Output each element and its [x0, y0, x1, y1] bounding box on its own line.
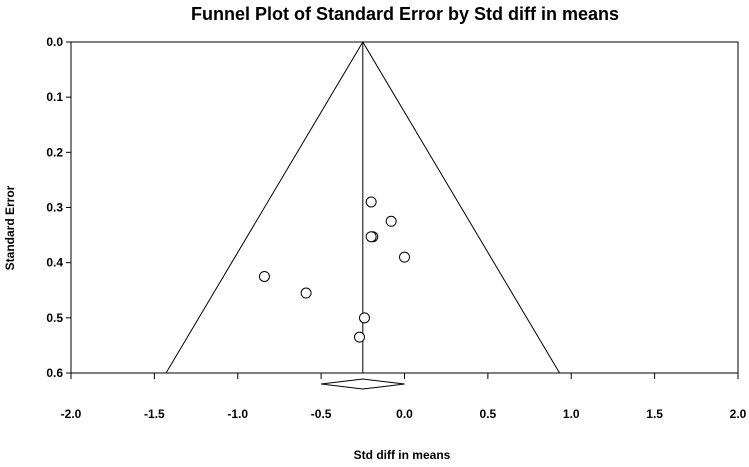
chart-title: Funnel Plot of Standard Error by Std dif… [191, 4, 619, 24]
y-tick-label: 0.4 [46, 256, 63, 270]
plot-area-frame [70, 41, 739, 374]
x-tick-label: -2.0 [61, 407, 82, 421]
study-points [258, 196, 410, 343]
study-point [365, 231, 377, 243]
study-point [258, 270, 270, 282]
y-tick-label: 0.3 [46, 201, 63, 215]
x-tick-label: 1.0 [563, 407, 580, 421]
study-point [365, 196, 377, 208]
summary-diamond [321, 378, 405, 390]
y-axis-ticks: 0.0 0.1 0.2 0.3 0.4 0.5 0.6 [46, 35, 71, 380]
study-point [358, 312, 370, 324]
y-tick-label: 0.0 [46, 35, 63, 49]
x-tick-label: -1.5 [144, 407, 165, 421]
x-tick-label: 2.0 [730, 407, 747, 421]
x-axis-ticks: -2.0 -1.5 -1.0 -0.5 0.0 0.5 1.0 1.5 2.0 [61, 373, 747, 421]
study-point [385, 215, 397, 227]
y-tick-label: 0.6 [46, 366, 63, 380]
y-tick-label: 0.5 [46, 311, 63, 325]
x-tick-label: 0.5 [480, 407, 497, 421]
study-point [300, 287, 312, 299]
x-tick-label: -1.0 [227, 407, 248, 421]
x-tick-label: -0.5 [311, 407, 332, 421]
x-tick-label: 1.5 [646, 407, 663, 421]
study-point [399, 251, 410, 263]
y-tick-label: 0.1 [46, 90, 63, 104]
y-axis-title: Standard Error [3, 185, 17, 270]
study-point [353, 331, 365, 343]
x-axis-title: Std diff in means [354, 448, 451, 462]
y-tick-label: 0.2 [46, 145, 63, 159]
x-tick-label: 0.0 [396, 407, 413, 421]
